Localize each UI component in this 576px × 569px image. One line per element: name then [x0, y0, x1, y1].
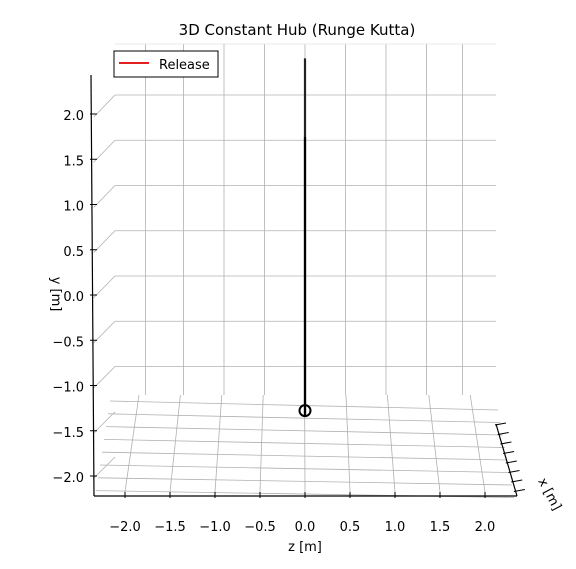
x-tick-label: −1.5 [154, 520, 186, 535]
grid [92, 43, 496, 480]
y-tick-label: 1.0 [63, 200, 84, 215]
grid-line-side [93, 185, 116, 208]
z-tick [497, 432, 509, 435]
z-ticks [494, 422, 525, 492]
legend-label-release: Release [159, 58, 210, 73]
z-tick [513, 489, 525, 492]
floor-grid-line [169, 394, 181, 493]
x-tick-label: −2.0 [109, 520, 141, 535]
x-tick-label: 1.0 [385, 520, 406, 535]
y-tick-label: −1.5 [52, 426, 84, 441]
grid-line-side [93, 275, 116, 299]
hub-marker [298, 404, 312, 418]
z-axis-line [495, 423, 518, 497]
grid-line-side [93, 139, 116, 163]
y-tick-label: 0.0 [63, 290, 84, 305]
floor-grid-line [105, 426, 503, 436]
floor-grid-line [387, 394, 396, 493]
floor-grid-line [99, 464, 510, 473]
x-tick-label: 2.0 [475, 520, 496, 535]
y-tick-label: 1.5 [63, 154, 84, 169]
grid-line-side [92, 366, 116, 389]
floor-grid-line [469, 394, 486, 493]
floor-grid-line [345, 394, 351, 493]
legend: Release [113, 50, 219, 78]
grid-line-side [93, 230, 116, 254]
y-tick-label: 2.0 [63, 109, 84, 124]
x-ticks: −2.0 −1.5 −1.0 −0.5 0.0 0.5 1.0 1.5 2.0 [109, 492, 495, 535]
grid-line-side [93, 94, 116, 118]
z-tick [508, 470, 520, 473]
grid-line-side [92, 456, 116, 480]
z-axis-label: x [m] [534, 476, 564, 514]
y-tick-label: −2.0 [52, 471, 84, 486]
x-tick-label: −0.5 [244, 520, 276, 535]
grid-line-side [93, 320, 116, 344]
z-tick [505, 460, 517, 464]
y-tick-label: −1.0 [52, 381, 84, 396]
z-tick [500, 441, 512, 445]
y-axis-line [90, 74, 95, 497]
floor-grid-line [107, 413, 501, 423]
legend-box [113, 50, 219, 78]
grid-line-side [92, 411, 116, 435]
floor-grid-line [214, 394, 223, 493]
x-tick-label: 1.5 [430, 520, 451, 535]
x-axis-label: z [m] [288, 540, 322, 555]
x-tick-label: 0.5 [340, 520, 361, 535]
z-tick [494, 422, 507, 426]
floor-grid-line [124, 394, 140, 493]
floor-grid-line [259, 394, 264, 493]
x-tick-label: −1.0 [199, 520, 231, 535]
x-tick-label: 0.0 [295, 520, 316, 535]
z-tick [503, 451, 515, 454]
y-axis-label: y [m] [48, 277, 63, 312]
floor-grid-line [101, 451, 508, 461]
series-group [298, 58, 312, 418]
floor-grid-line [428, 394, 441, 493]
floor-grid-line [103, 439, 505, 448]
y-tick-label: −0.5 [52, 335, 84, 350]
chart-title: 3D Constant Hub (Runge Kutta) [179, 21, 416, 39]
floor-grid [95, 394, 515, 498]
z-tick [511, 479, 523, 483]
y-ticks: −2.0 −1.5 −1.0 −0.5 0.0 0.5 1.0 1.5 2.0 [52, 109, 97, 486]
floor-grid-line [97, 477, 512, 486]
y-tick-label: 0.5 [63, 245, 84, 260]
